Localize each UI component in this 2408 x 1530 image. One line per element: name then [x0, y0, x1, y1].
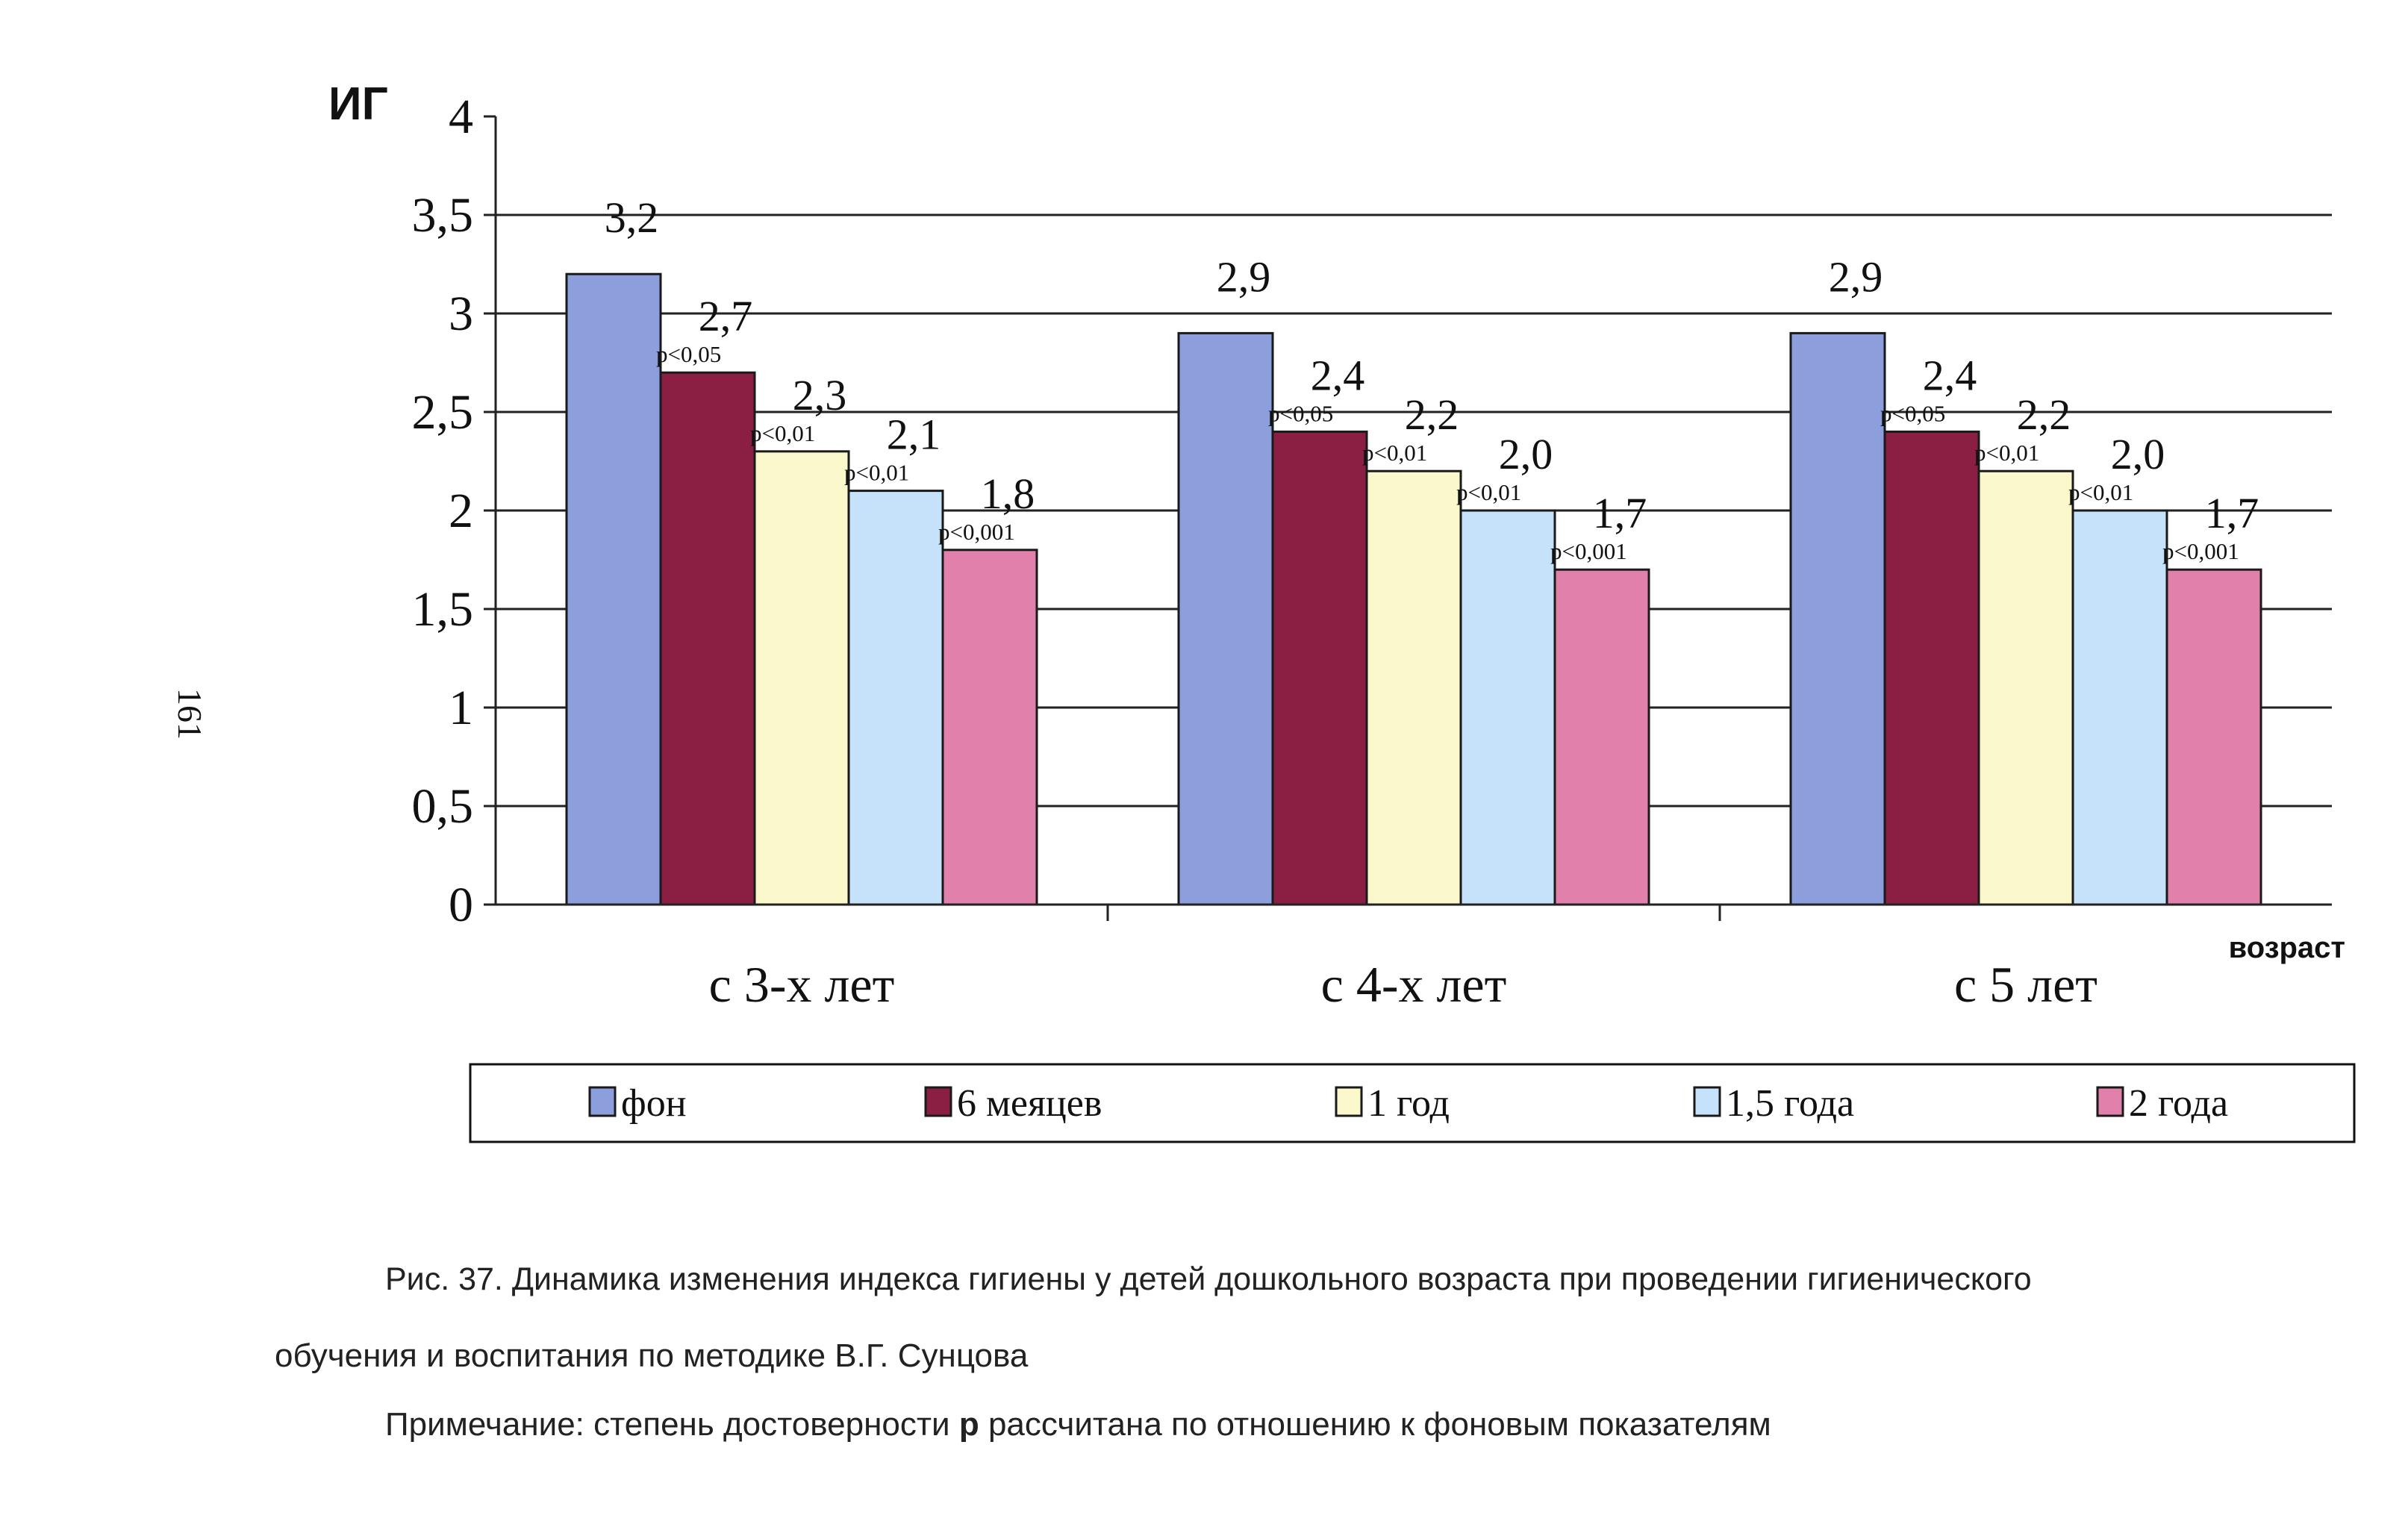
legend-label: 6 меяцев — [957, 1082, 1102, 1125]
value-label: 1,7 — [2205, 489, 2259, 537]
value-label: 2,0 — [2111, 430, 2165, 478]
y-tick-label: 0 — [449, 878, 473, 932]
figure-caption-line2: обучения и воспитания по методике В.Г. С… — [275, 1337, 1029, 1374]
p-value-label: p<0,05 — [1268, 400, 1333, 426]
p-value-label: p<0,01 — [2068, 479, 2133, 505]
category-label: с 4-х лет — [1321, 956, 1507, 1013]
value-label: 2,2 — [1405, 390, 1459, 439]
bar — [659, 371, 756, 906]
axes — [484, 115, 2332, 921]
figure-caption-line1: Рис. 37. Динамика изменения индекса гиги… — [385, 1261, 2032, 1297]
note-bold-p: р — [958, 1406, 979, 1443]
value-label: 2,7 — [699, 292, 753, 340]
value-label: 1,8 — [981, 469, 1035, 518]
bar — [753, 450, 850, 906]
y-tick-label: 0,5 — [412, 779, 474, 834]
bar — [847, 490, 944, 906]
legend: фон 6 меяцев 1 год 1,5 года 2 года — [469, 1063, 2356, 1143]
legend-label: 2 года — [2129, 1082, 2228, 1125]
legend-swatch — [588, 1086, 617, 1117]
value-label: 2,4 — [1923, 351, 1977, 399]
y-tick-label: 3,5 — [412, 188, 474, 243]
bar — [1883, 430, 1980, 906]
legend-label: фон — [621, 1082, 687, 1125]
bar — [1553, 568, 1650, 906]
y-tick-labels: 0 0,5 1 1,5 2 2,5 3 3,5 4 — [412, 90, 474, 932]
bar — [1789, 331, 1886, 906]
p-value-label: p<0,001 — [938, 519, 1015, 545]
value-label: 2,9 — [1217, 252, 1271, 301]
p-value-label: p<0,01 — [1362, 440, 1427, 466]
bar — [1459, 509, 1556, 906]
value-label: 1,7 — [1593, 489, 1647, 537]
y-tick-label: 3 — [449, 287, 473, 341]
value-label: 2,3 — [793, 371, 847, 419]
category-labels: с 3-х лет с 4-х лет с 5 лет — [709, 956, 2097, 1013]
bar — [2071, 509, 2168, 906]
note-suffix: рассчитана по отношению к фоновым показа… — [979, 1406, 1771, 1443]
bar — [941, 549, 1038, 906]
y-tick-label: 1 — [449, 681, 473, 735]
value-label: 2,2 — [2017, 390, 2071, 439]
p-value-label: p<0,05 — [1880, 400, 1945, 426]
bar — [1977, 469, 2074, 906]
bar — [1177, 331, 1274, 906]
y-tick-label: 4 — [449, 90, 473, 144]
legend-swatch — [1335, 1086, 1363, 1117]
x-axis-label: возраст — [2229, 931, 2345, 964]
p-value-label: p<0,01 — [1456, 479, 1521, 505]
value-label: 2,0 — [1499, 430, 1553, 478]
legend-label: 1,5 года — [1726, 1082, 1854, 1125]
p-value-label: p<0,01 — [844, 460, 909, 486]
y-tick-label: 2,5 — [412, 385, 474, 440]
bars — [565, 272, 2262, 906]
note-prefix: Примечание: степень достоверности — [385, 1406, 959, 1443]
legend-label: 1 год — [1367, 1082, 1450, 1125]
y-tick-label: 1,5 — [412, 582, 474, 637]
bar — [2165, 568, 2262, 906]
p-value-label: p<0,001 — [2162, 538, 2239, 564]
legend-swatch — [1693, 1086, 1721, 1117]
bar — [1271, 430, 1368, 906]
value-labels: 3,22,7p<0,052,3p<0,01 2,1p<0,01 1,8p<0,001… — [605, 193, 2259, 564]
legend-swatch — [924, 1086, 952, 1117]
value-label: 2,9 — [1829, 252, 1883, 301]
y-tick-label: 2 — [449, 484, 473, 538]
category-label: с 3-х лет — [709, 956, 895, 1013]
figure-note: Примечание: степень достоверности р расс… — [385, 1406, 1771, 1443]
value-label: 2,4 — [1311, 351, 1365, 399]
category-label: с 5 лет — [1954, 956, 2097, 1013]
legend-box — [469, 1063, 2356, 1143]
bar — [1365, 469, 1462, 906]
bar — [565, 272, 662, 906]
p-value-label: p<0,01 — [1974, 440, 2039, 466]
legend-swatch — [2096, 1086, 2124, 1117]
p-value-label: p<0,05 — [656, 341, 721, 367]
value-label: 2,1 — [887, 410, 941, 459]
y-axis-label: ИГ — [328, 78, 388, 130]
value-label: 3,2 — [605, 193, 659, 242]
p-value-label: p<0,001 — [1550, 538, 1627, 564]
p-value-label: p<0,01 — [750, 420, 815, 446]
